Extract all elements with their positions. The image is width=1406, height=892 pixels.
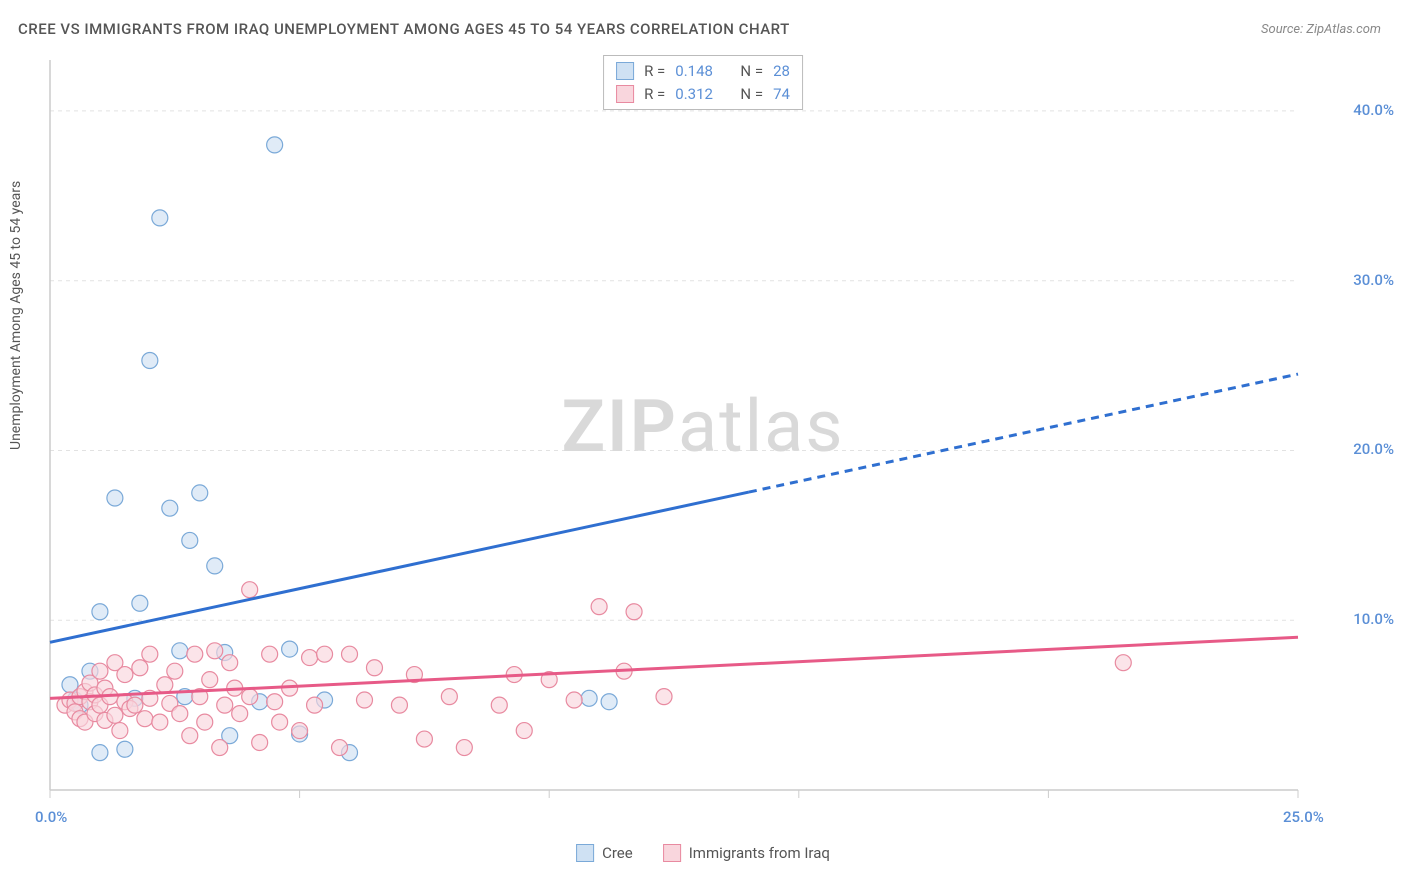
swatch-cree: [616, 62, 634, 80]
legend-row-iraq: R = 0.312 N = 74: [616, 83, 790, 106]
x-tick-label: 0.0%: [35, 808, 67, 826]
swatch-iraq-icon: [663, 844, 681, 862]
r-value-cree: 0.148: [675, 60, 713, 83]
scatter-chart-svg: [48, 50, 1358, 820]
n-value-cree: 28: [773, 60, 790, 83]
legend-item-cree: Cree: [576, 844, 633, 862]
y-tick-label: 20.0%: [1353, 440, 1394, 458]
r-value-iraq: 0.312: [675, 83, 713, 106]
y-tick-label: 10.0%: [1353, 610, 1394, 628]
y-tick-label: 40.0%: [1353, 101, 1394, 119]
legend-row-cree: R = 0.148 N = 28: [616, 60, 790, 83]
y-axis-label: Unemployment Among Ages 45 to 54 years: [8, 181, 24, 450]
chart-plot-area: ZIPatlas: [48, 50, 1358, 820]
y-tick-label: 30.0%: [1353, 271, 1394, 289]
swatch-cree-icon: [576, 844, 594, 862]
swatch-iraq: [616, 85, 634, 103]
chart-title: CREE VS IMMIGRANTS FROM IRAQ UNEMPLOYMEN…: [18, 20, 790, 38]
x-tick-label: 25.0%: [1283, 808, 1324, 826]
correlation-legend: R = 0.148 N = 28 R = 0.312 N = 74: [603, 55, 803, 110]
source-attribution: Source: ZipAtlas.com: [1261, 22, 1381, 37]
series-legend: Cree Immigrants from Iraq: [576, 844, 830, 862]
n-value-iraq: 74: [773, 83, 790, 106]
legend-item-iraq: Immigrants from Iraq: [663, 844, 830, 862]
